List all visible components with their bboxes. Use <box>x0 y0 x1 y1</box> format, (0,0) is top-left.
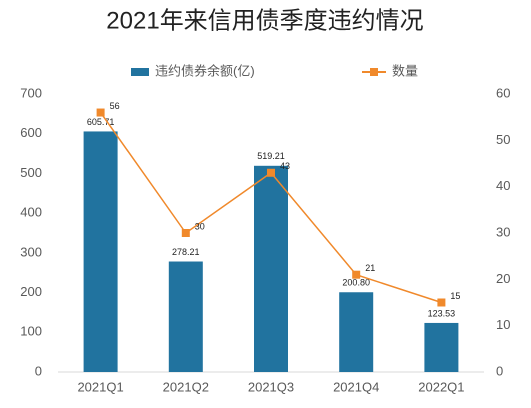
line-value-label: 30 <box>195 221 205 231</box>
y2-tick-label: 20 <box>496 271 510 286</box>
bar-value-label: 200.80 <box>342 278 370 288</box>
bar <box>83 131 118 372</box>
legend-marker <box>370 68 378 76</box>
line-value-label: 21 <box>365 263 375 273</box>
legend-label: 违约债券余额(亿) <box>155 63 255 78</box>
bar <box>168 261 203 372</box>
legend-swatch <box>131 68 149 76</box>
y-tick-label: 500 <box>20 165 42 180</box>
y-tick-label: 200 <box>20 284 42 299</box>
line-value-label: 43 <box>280 161 290 171</box>
x-tick-label: 2021Q3 <box>248 379 294 394</box>
y-tick-label: 300 <box>20 244 42 259</box>
line-value-label: 56 <box>110 101 120 111</box>
bar-value-label: 519.21 <box>257 151 285 161</box>
y-tick-label: 400 <box>20 205 42 220</box>
x-tick-label: 2021Q2 <box>163 379 209 394</box>
x-tick-label: 2021Q4 <box>333 379 379 394</box>
line-marker <box>352 270 361 279</box>
bar-value-label: 278.21 <box>172 247 200 257</box>
y-tick-label: 100 <box>20 324 42 339</box>
chart-title: 2021年来信用债季度违约情况 <box>106 7 423 34</box>
y2-tick-label: 40 <box>496 178 510 193</box>
line-marker <box>181 229 190 237</box>
y2-tick-label: 10 <box>496 317 510 332</box>
line-marker <box>437 298 446 307</box>
y2-tick-label: 0 <box>496 363 503 378</box>
legend-label: 数量 <box>392 63 418 78</box>
line-marker <box>267 168 275 177</box>
bar <box>339 292 374 372</box>
bar-value-label: 123.53 <box>428 308 456 318</box>
bar-value-label: 605.71 <box>87 117 115 127</box>
y-tick-label: 0 <box>35 363 42 378</box>
y2-tick-label: 60 <box>496 85 510 100</box>
bar <box>424 322 459 372</box>
y2-tick-label: 30 <box>496 224 510 239</box>
y-tick-label: 600 <box>20 125 42 140</box>
bar <box>254 165 288 372</box>
y-tick-label: 700 <box>20 85 42 100</box>
x-tick-label: 2022Q1 <box>418 379 464 394</box>
y2-tick-label: 50 <box>496 132 510 147</box>
x-tick-label: 2021Q1 <box>77 379 123 394</box>
line-marker <box>96 108 105 117</box>
line-value-label: 15 <box>450 291 460 301</box>
